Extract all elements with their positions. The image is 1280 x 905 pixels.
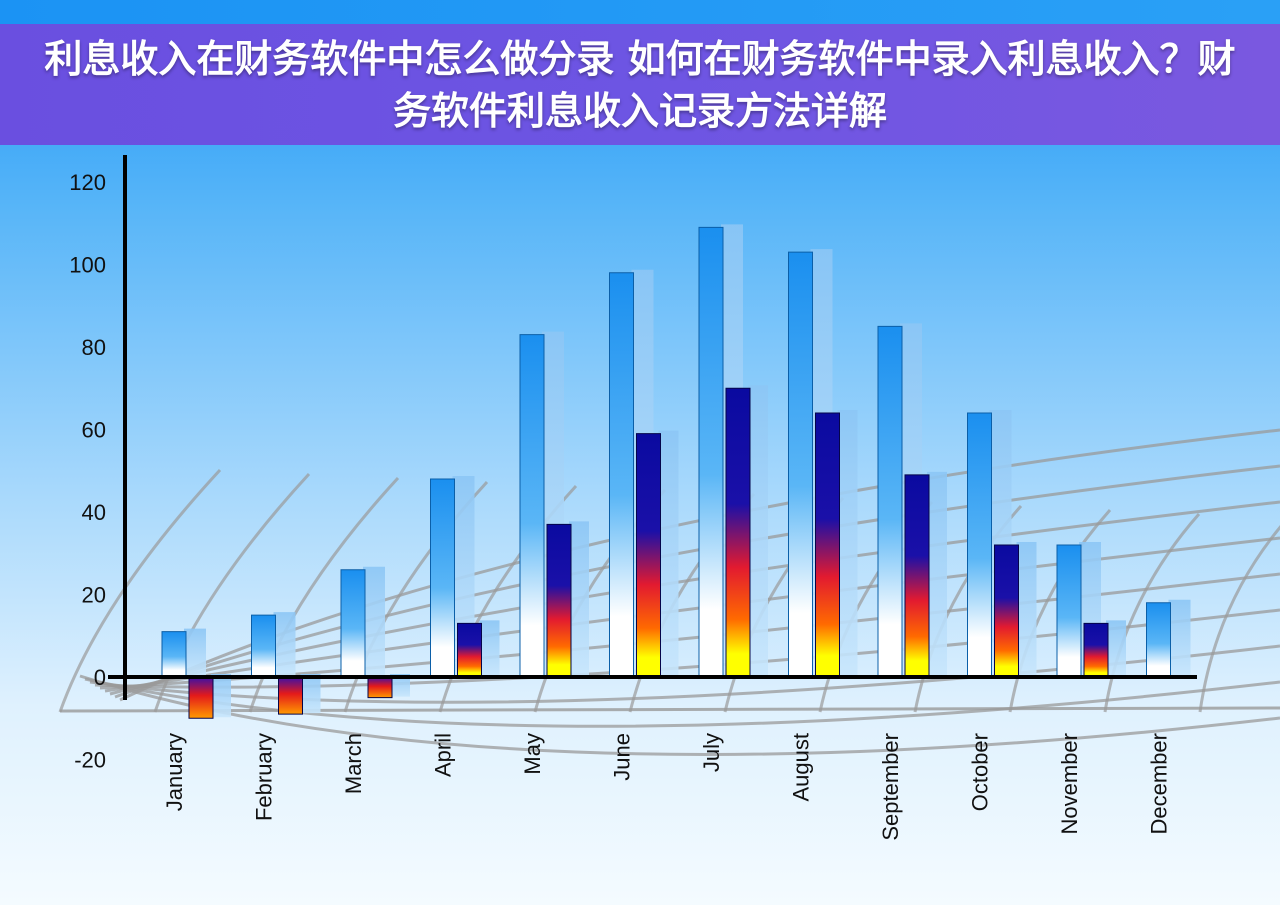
bars-group	[161, 224, 1191, 719]
y-tick-label: 80	[82, 335, 106, 360]
bar-shadow-december-s1	[1168, 599, 1191, 676]
bar-july-s1	[698, 226, 724, 678]
bar-october-s1	[967, 412, 992, 678]
y-tick-label: 40	[82, 500, 106, 525]
bar-january-s1	[161, 631, 187, 678]
bar-january-s2	[188, 676, 214, 719]
bar-november-s2	[1083, 622, 1109, 678]
bar-february-s2	[278, 676, 303, 715]
bar-september-s2	[904, 474, 930, 678]
x-tick-label: May	[520, 733, 545, 775]
y-tick-label: -20	[74, 748, 106, 773]
x-tick-label: September	[878, 733, 903, 841]
bar-shadow-july-s2	[748, 385, 768, 676]
bar-shadow-january-s2	[211, 674, 231, 718]
x-tick-label: December	[1147, 733, 1172, 834]
bar-june-s1	[609, 272, 634, 678]
bar-april-s2	[457, 622, 482, 678]
bar-may-s1	[519, 334, 545, 678]
bar-august-s2	[815, 412, 840, 678]
bar-november-s1	[1056, 544, 1082, 678]
y-tick-labels: 120 100 80 60 40 20 0 -20	[69, 170, 106, 773]
bar-shadow-may-s2	[569, 521, 589, 676]
bar-shadow-january-s1	[184, 628, 206, 676]
x-tick-labels: January February March April May June July Augu…	[162, 733, 1172, 841]
page-title: 利息收入在财务软件中怎么做分录 如何在财务软件中录入利息收入？财务软件利息收入记…	[44, 36, 1236, 133]
x-tick-label: October	[968, 733, 993, 811]
y-tick-label: 60	[82, 418, 106, 443]
axes-group	[108, 155, 1197, 700]
bar-april-s1	[430, 478, 455, 678]
bar-august-s1	[788, 251, 813, 678]
bar-shadow-february-s1	[273, 612, 296, 676]
x-tick-label: July	[699, 733, 724, 772]
x-tick-label: June	[610, 733, 635, 781]
y-tick-label: 100	[69, 253, 106, 278]
x-tick-label: August	[789, 733, 814, 802]
bar-march-s2	[367, 676, 393, 699]
y-tick-label: 20	[82, 583, 106, 608]
x-tick-label: February	[252, 733, 277, 821]
y-tick-label: 0	[94, 665, 106, 690]
bar-shadow-november-s2	[1106, 620, 1126, 676]
bar-june-s2	[636, 433, 661, 678]
top-strip	[0, 0, 1280, 24]
x-tick-label: April	[431, 733, 456, 777]
x-tick-label: January	[162, 733, 187, 811]
title-banner: 利息收入在财务软件中怎么做分录 如何在财务软件中录入利息收入？财务软件利息收入记…	[0, 24, 1280, 145]
bar-shadow-september-s2	[927, 471, 947, 676]
bar-december-s1	[1146, 602, 1171, 678]
bar-shadow-march-s1	[363, 566, 385, 676]
bar-march-s1	[340, 569, 366, 678]
bar-july-s2	[725, 387, 751, 678]
y-tick-label: 120	[69, 170, 106, 195]
x-tick-label: November	[1057, 733, 1082, 834]
x-tick-label: March	[341, 733, 366, 794]
bar-shadow-march-s2	[390, 674, 410, 697]
bar-october-s2	[994, 544, 1019, 678]
bar-shadow-april-s2	[479, 620, 500, 676]
bar-shadow-october-s2	[1016, 542, 1037, 676]
bar-shadow-june-s2	[658, 430, 679, 676]
bar-shadow-august-s2	[837, 410, 858, 676]
bar-february-s1	[251, 614, 276, 678]
bar-september-s1	[877, 325, 903, 678]
bar-may-s2	[546, 523, 572, 678]
bar-shadow-february-s2	[300, 674, 321, 714]
